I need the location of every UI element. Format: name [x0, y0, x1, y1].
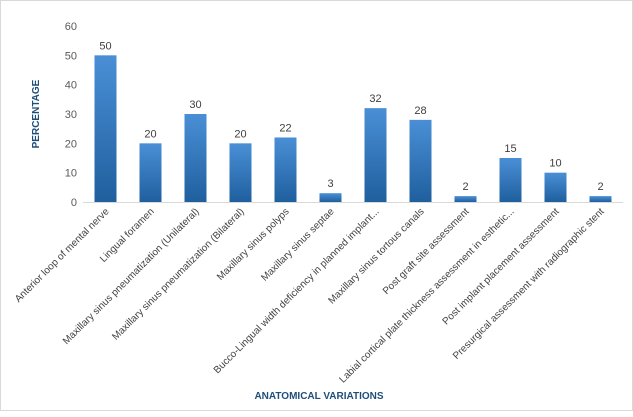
y-tick-label: 0 [71, 197, 77, 209]
data-labels: 50 20 30 20 22 3 32 28 2 15 10 2 [99, 40, 603, 193]
data-label: 32 [369, 93, 381, 105]
y-tick-label: 40 [65, 80, 77, 92]
bar [544, 172, 567, 202]
x-category-label: Maxillary sinus septae [259, 206, 337, 284]
x-axis-title: ANATOMICAL VARIATIONS [254, 391, 383, 402]
data-label: 22 [279, 122, 291, 134]
x-category-label: Post graft site assessment [381, 206, 472, 297]
bar [229, 143, 252, 202]
bars [94, 55, 612, 203]
x-category-label: Anterior loop of mental nerve [13, 206, 112, 305]
bar [319, 193, 342, 202]
x-category-label: Maxillary sinus tortous canals [326, 206, 426, 306]
bar [589, 196, 612, 202]
data-label: 30 [189, 99, 201, 111]
data-label: 15 [504, 143, 516, 155]
bar [499, 158, 522, 202]
data-label: 2 [462, 181, 468, 193]
x-category-label: Labial cortical plate thickness assessme… [337, 206, 516, 385]
bar [94, 55, 117, 203]
data-label: 3 [327, 178, 333, 190]
bar [409, 119, 432, 202]
y-axis-ticks: 0 10 20 30 40 50 60 [65, 21, 77, 209]
bar [454, 196, 477, 202]
data-label: 20 [234, 128, 246, 140]
y-tick-label: 60 [65, 21, 77, 33]
y-tick-label: 10 [65, 168, 77, 180]
bar [184, 114, 207, 202]
bar [364, 108, 387, 202]
x-category-label: Bucco-Lingual width deficiency in planne… [212, 206, 382, 376]
y-tick-label: 30 [65, 109, 77, 121]
data-label: 2 [597, 181, 603, 193]
y-tick-label: 50 [65, 50, 77, 62]
bar [274, 137, 297, 202]
y-tick-label: 20 [65, 138, 77, 150]
y-axis-title: PERCENTAGE [31, 79, 42, 148]
x-category-label: Presurgical assessment with radiographic… [451, 206, 607, 362]
data-label: 20 [144, 128, 156, 140]
data-label: 50 [99, 40, 111, 52]
bar [139, 143, 162, 202]
data-label: 10 [549, 158, 561, 170]
data-label: 28 [414, 105, 426, 117]
